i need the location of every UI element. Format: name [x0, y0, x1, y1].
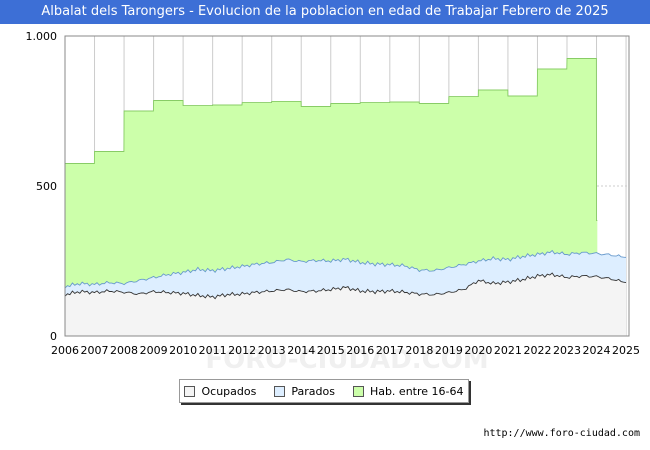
x-tick-label: 2013 — [258, 344, 286, 357]
x-tick-label: 2011 — [199, 344, 227, 357]
legend-swatch-ocupados — [184, 385, 196, 397]
x-tick-label: 2016 — [346, 344, 374, 357]
legend-label-parados: Parados — [291, 384, 335, 398]
x-tick-label: 2025 — [612, 344, 640, 357]
x-tick-label: 2023 — [553, 344, 581, 357]
x-tick-label: 2019 — [435, 344, 463, 357]
legend-label-hab: Hab. entre 16-64 — [369, 384, 464, 398]
x-tick-label: 2014 — [287, 344, 315, 357]
series-line-ocupados — [64, 272, 627, 300]
x-tick-label: 2010 — [169, 344, 197, 357]
x-tick-label: 2006 — [51, 344, 79, 357]
legend-item-parados: Parados — [274, 385, 335, 398]
y-tick-label: 0 — [50, 330, 57, 343]
series-line-parados — [64, 249, 627, 289]
x-tick-label: 2009 — [140, 344, 168, 357]
legend-swatch-parados — [274, 385, 286, 397]
legend-item-ocupados: Ocupados — [184, 385, 256, 398]
chart-area: FORO-CIUDAD.COM 0 500 1.000 2006 2007 2008 200… — [26, 30, 641, 375]
y-tick-label: 1.000 — [26, 30, 58, 43]
source-url[interactable]: http://www.foro-ciudad.com — [483, 428, 640, 439]
x-tick-label: 2007 — [81, 344, 109, 357]
x-tick-label: 2018 — [405, 344, 433, 357]
x-tick-label: 2024 — [583, 344, 611, 357]
chart-title: Albalat dels Tarongers - Evolucion de la… — [0, 0, 650, 24]
x-tick-label: 2021 — [494, 344, 522, 357]
x-tick-label: 2017 — [376, 344, 404, 357]
legend-swatch-hab — [352, 385, 364, 397]
x-tick-label: 2020 — [464, 344, 492, 357]
series-line-hab-entre-16-64 — [65, 58, 598, 221]
watermark: FORO-CIUDAD.COM — [205, 345, 488, 375]
x-tick-label: 2015 — [317, 344, 345, 357]
legend: Ocupados Parados Hab. entre 16-64 — [179, 379, 469, 403]
plot-frame — [64, 35, 630, 337]
y-tick-label: 500 — [36, 180, 57, 193]
x-tick-label: 2022 — [523, 344, 551, 357]
legend-label-ocupados: Ocupados — [201, 384, 257, 398]
x-tick-label: 2008 — [110, 344, 138, 357]
series-area-ocupados — [65, 273, 626, 336]
series-layer — [64, 58, 627, 336]
x-tick-label: 2012 — [228, 344, 256, 357]
legend-item-hab: Hab. entre 16-64 — [352, 384, 464, 398]
